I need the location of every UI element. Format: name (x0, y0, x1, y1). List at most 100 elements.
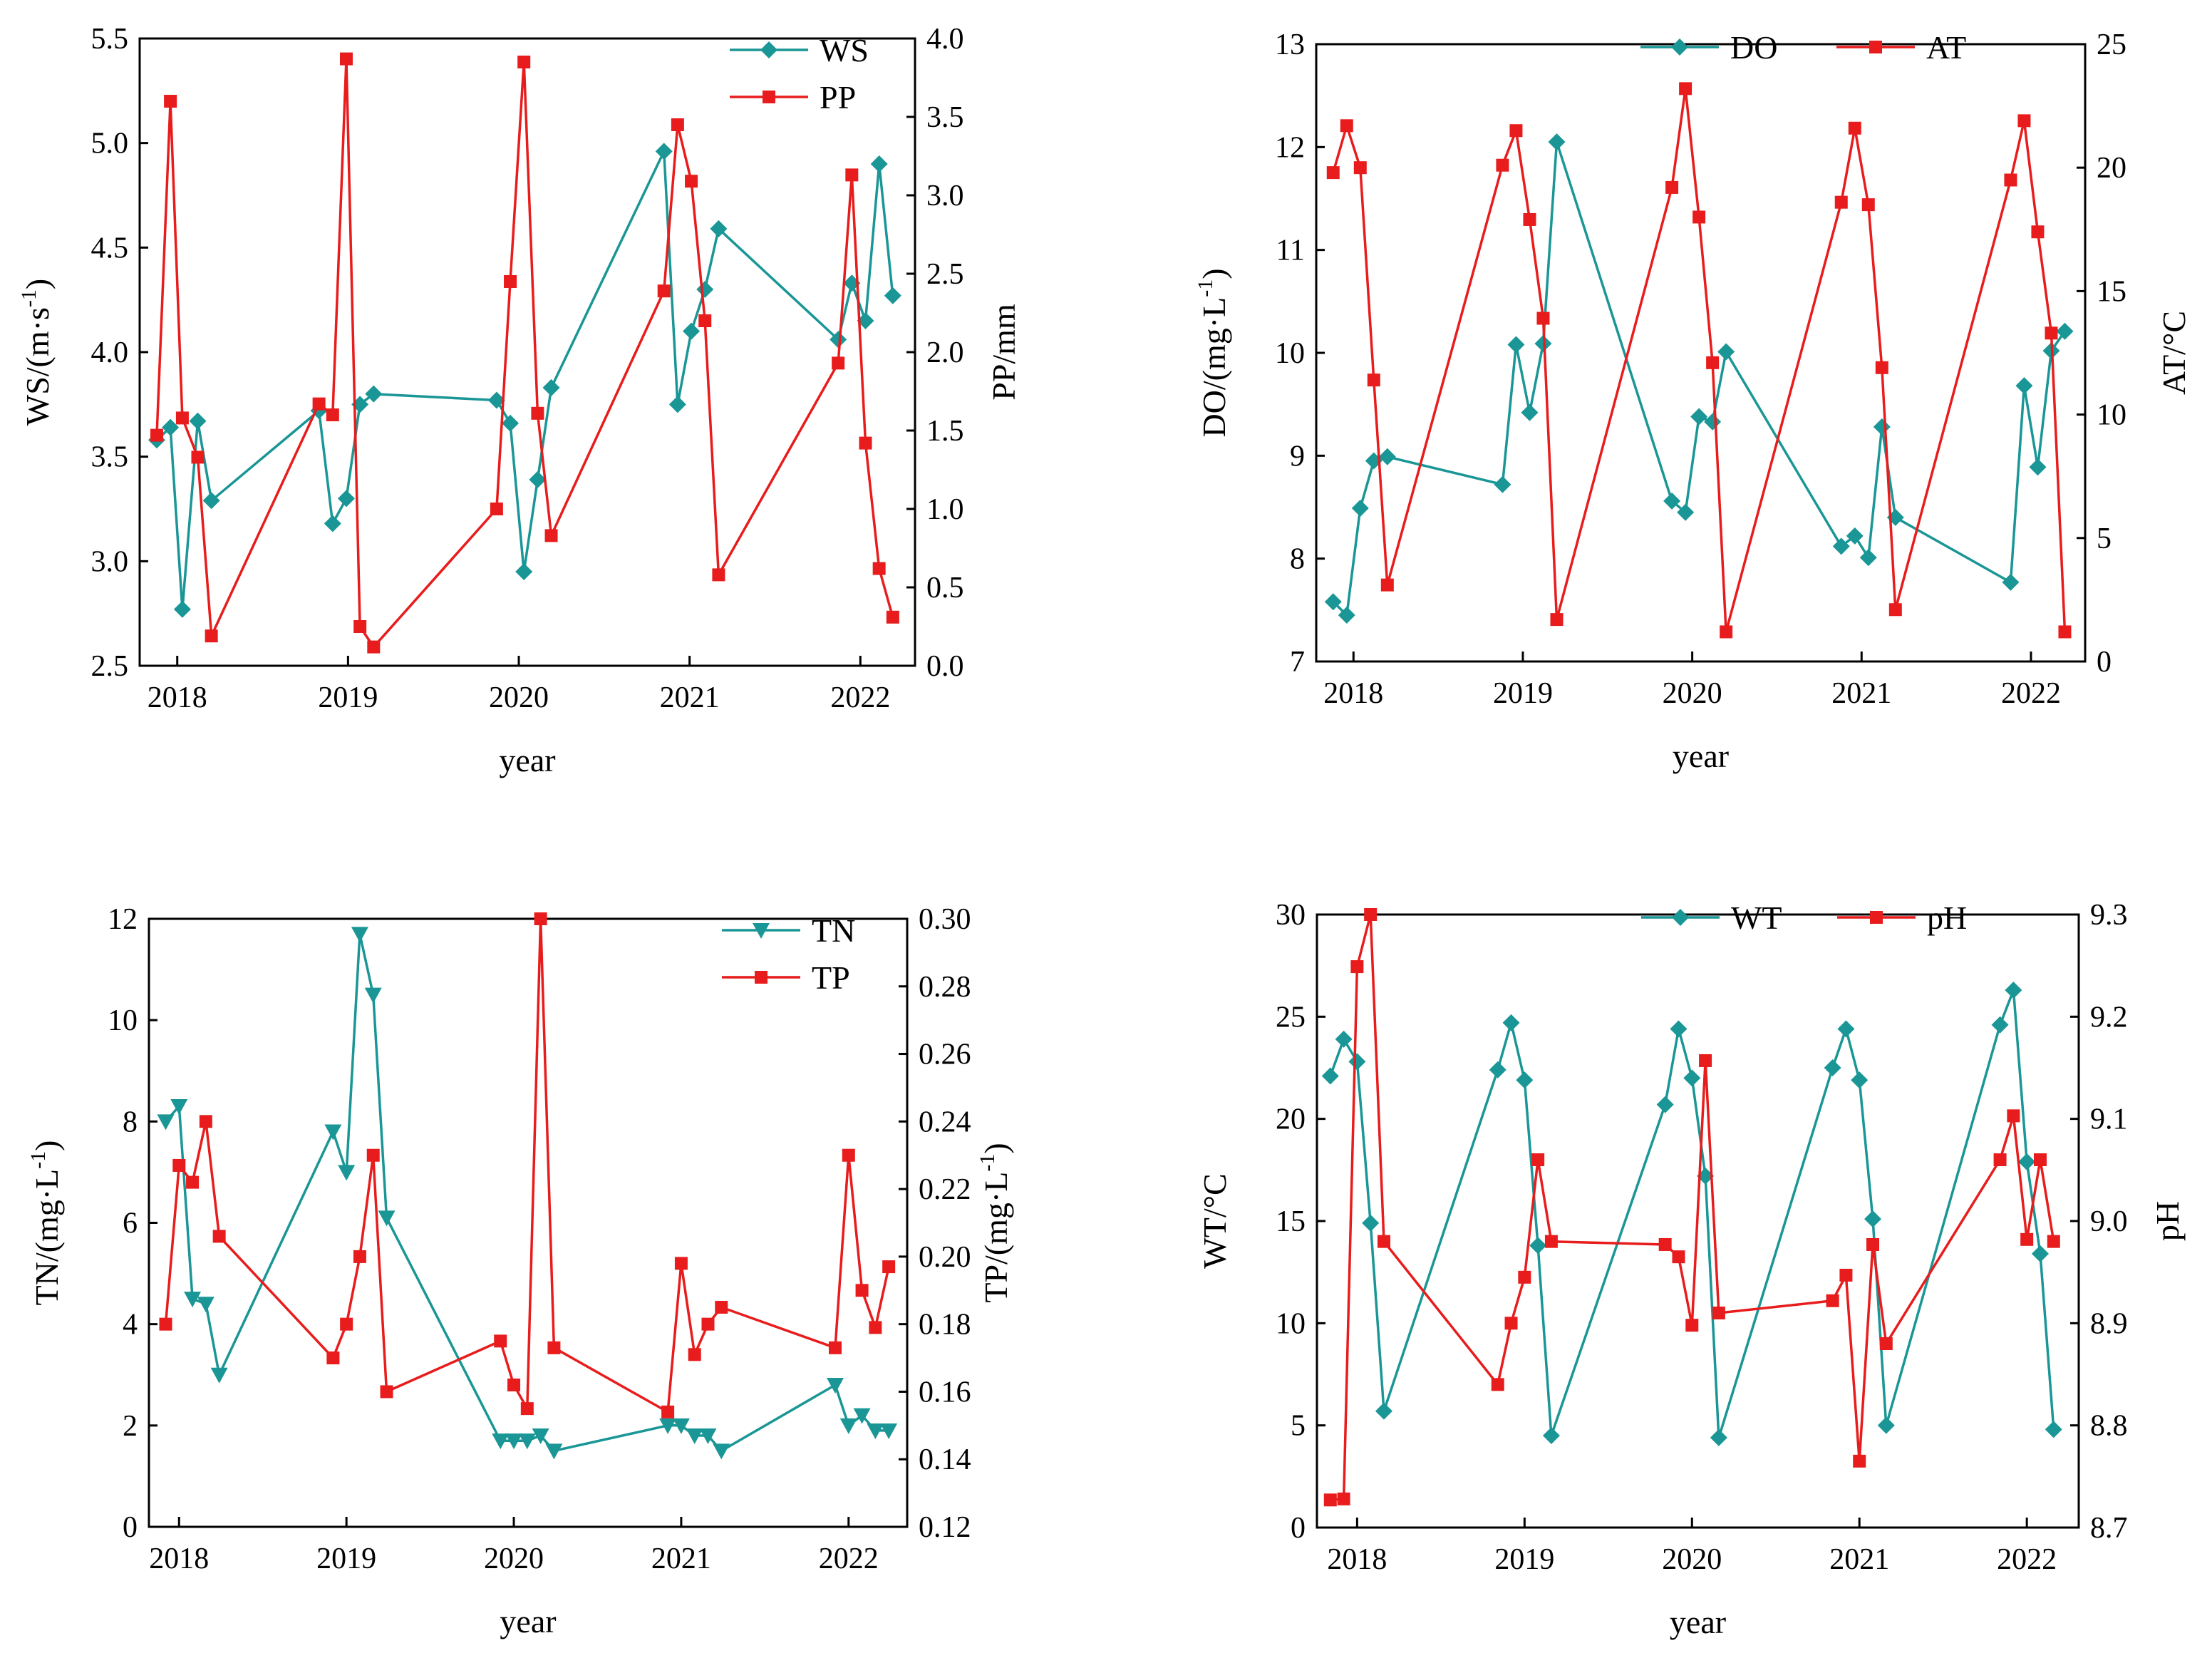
data-point-pp (191, 450, 205, 464)
data-point-ws (683, 322, 701, 340)
x-tick-label: 2022 (1997, 1543, 2057, 1576)
data-point-tn (324, 1124, 342, 1140)
data-point-tp (172, 1158, 186, 1172)
y-right-axis-title: AT/°C (2156, 311, 2192, 395)
data-point-tn (713, 1443, 730, 1460)
series-line-ws (155, 150, 894, 611)
y-right-tick-label: 0.20 (919, 1241, 971, 1274)
data-point-pp (326, 408, 339, 421)
data-point-ph (1531, 1153, 1545, 1166)
x-tick-label: 2021 (651, 1543, 711, 1575)
data-point-tp (326, 1351, 340, 1365)
data-point-ph (2047, 1235, 2060, 1248)
data-point-ws (487, 391, 505, 409)
data-point-wt (1542, 1427, 1560, 1444)
y-right-tick-label: 0.24 (919, 1106, 971, 1138)
data-point-tp (547, 1341, 561, 1354)
data-point-ws (542, 379, 560, 396)
data-point-pp (517, 56, 531, 68)
data-point-tp (869, 1321, 882, 1334)
y-right-tick-label: 0.14 (919, 1443, 971, 1476)
data-point-ph (1337, 1492, 1350, 1505)
y-right-tick-label: 8.9 (2090, 1307, 2128, 1340)
data-point-wt (1824, 1059, 1841, 1076)
data-point-tp (199, 1115, 212, 1128)
y-right-tick-label: 0.16 (919, 1376, 971, 1409)
data-point-tp (380, 1385, 393, 1399)
data-point-tp (520, 1402, 534, 1416)
data-point-ph (1504, 1317, 1518, 1330)
y-left-tick-label: 0 (1291, 1512, 1306, 1545)
data-point-at (1353, 161, 1367, 175)
data-point-tn (518, 1433, 536, 1450)
x-tick-label: 2019 (1493, 677, 1553, 710)
data-point-at (1861, 198, 1875, 212)
x-tick-label: 2018 (148, 681, 207, 714)
y-right-tick-label: 0.26 (919, 1039, 971, 1071)
data-point-tn (157, 1114, 175, 1131)
data-point-ws (655, 143, 673, 160)
legend-marker-at (1869, 41, 1882, 53)
data-point-at (1888, 603, 1902, 617)
data-point-tn (378, 1210, 396, 1227)
data-point-pp (150, 428, 163, 442)
data-point-tn (659, 1418, 677, 1434)
data-point-tn (197, 1297, 215, 1313)
data-point-ws (529, 470, 547, 488)
legend-label-ph: pH (1927, 900, 1967, 936)
x-tick-label: 2021 (1829, 1543, 1889, 1576)
y-right-tick-label: 20 (2097, 152, 2126, 185)
x-axis-title: year (499, 742, 555, 778)
data-point-at (1720, 625, 1733, 639)
data-point-tn (686, 1428, 703, 1445)
legend-label-wt: WT (1731, 900, 1782, 936)
y-left-tick-label: 25 (1276, 1001, 1306, 1034)
data-point-at (1679, 82, 1692, 96)
data-point-at (1550, 613, 1564, 627)
data-point-ph (1350, 960, 1364, 974)
data-point-do (1846, 527, 1864, 545)
data-point-tp (701, 1317, 715, 1331)
x-tick-label: 2020 (484, 1543, 544, 1575)
data-point-ph (2033, 1153, 2047, 1166)
data-point-tn (505, 1433, 523, 1450)
y-right-tick-label: 3.5 (926, 101, 964, 134)
x-tick-label: 2020 (489, 681, 549, 714)
data-point-tn (867, 1423, 884, 1439)
y-left-tick-label: 5.0 (91, 128, 129, 160)
y-left-tick-label: 4 (123, 1309, 138, 1342)
y-left-tick-label: 6 (123, 1207, 138, 1240)
data-point-ws (668, 396, 686, 413)
data-point-ws (515, 563, 533, 580)
data-point-ph (1672, 1250, 1685, 1264)
data-point-wt (2018, 1153, 2036, 1170)
data-point-do (1548, 133, 1566, 151)
legend-label-ws: WS (820, 32, 869, 68)
plot-frame (1315, 43, 2087, 663)
data-point-ws (884, 287, 901, 304)
data-point-tn (532, 1428, 549, 1445)
data-point-at (1523, 212, 1536, 226)
data-point-tn (880, 1423, 898, 1439)
y-right-tick-label: 8.7 (2090, 1512, 2128, 1545)
data-point-tn (545, 1443, 563, 1460)
data-point-at (1340, 119, 1353, 133)
data-point-wt (1837, 1020, 1855, 1038)
data-point-pp (367, 640, 381, 654)
data-point-wt (2031, 1245, 2049, 1262)
data-point-wt (1502, 1014, 1520, 1031)
y-left-tick-label: 2.5 (91, 650, 129, 683)
data-point-wt (1683, 1069, 1701, 1087)
data-point-do (1507, 336, 1525, 354)
data-point-ws (337, 490, 355, 508)
data-point-tp (494, 1334, 507, 1348)
y-right-tick-label: 9.2 (2090, 1001, 2128, 1034)
y-left-tick-label: 2 (123, 1410, 138, 1443)
data-point-at (1326, 166, 1340, 180)
data-point-do (1717, 343, 1735, 361)
data-point-do (1663, 492, 1681, 510)
y-right-axis-title: pH (2149, 1201, 2186, 1241)
data-point-at (1380, 578, 1394, 592)
data-point-ph (1993, 1153, 2007, 1166)
data-point-wt (1670, 1020, 1688, 1038)
